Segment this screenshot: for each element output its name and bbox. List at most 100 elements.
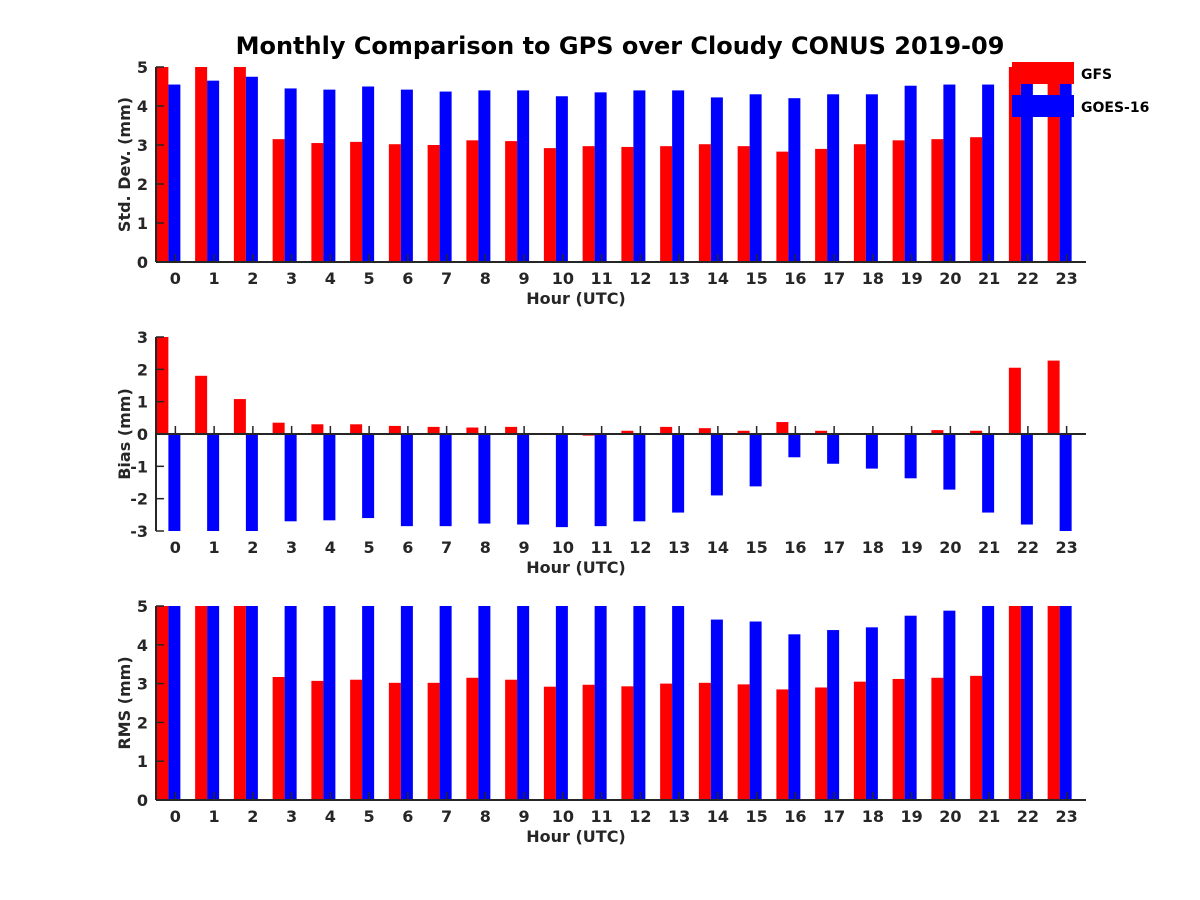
bar-goes-16-hour-9 [517, 606, 530, 800]
x-axis-label: Hour (UTC) [526, 289, 626, 308]
bar-gfs-hour-4 [311, 680, 324, 800]
bar-gfs-hour-16 [776, 151, 789, 262]
x-tick-label: 2 [247, 538, 258, 557]
bar-gfs-hour-21 [970, 430, 983, 434]
x-tick-label: 21 [978, 807, 1000, 826]
bar-gfs-hour-8 [466, 427, 479, 434]
bar-goes-16-hour-17 [827, 94, 840, 262]
chart-title: Monthly Comparison to GPS over Cloudy CO… [236, 32, 1005, 60]
bar-gfs-hour-3 [272, 677, 285, 800]
bar-goes-16-hour-3 [284, 88, 297, 262]
x-tick-label: 2 [247, 269, 258, 288]
y-tick-label: -2 [130, 490, 148, 509]
x-tick-label: 16 [784, 807, 806, 826]
bar-gfs-hour-22 [1008, 606, 1021, 800]
bar-gfs-hour-8 [466, 140, 479, 262]
x-tick-label: 19 [900, 538, 922, 557]
x-tick-label: 0 [170, 538, 181, 557]
bar-goes-16-hour-10 [555, 96, 568, 262]
bar-goes-16-hour-12 [633, 434, 646, 522]
bar-gfs-hour-6 [388, 682, 401, 800]
x-tick-label: 8 [480, 807, 491, 826]
bar-gfs-hour-17 [815, 430, 828, 434]
bar-goes-16-hour-6 [400, 89, 413, 263]
bar-goes-16-hour-16 [788, 98, 801, 262]
y-tick-label: 0 [137, 425, 148, 444]
x-tick-label: 9 [519, 807, 530, 826]
x-tick-label: 18 [862, 269, 884, 288]
bar-gfs-hour-22 [1008, 367, 1021, 434]
bar-goes-16-hour-20 [943, 84, 956, 262]
x-tick-label: 12 [629, 807, 651, 826]
y-tick-label: 2 [137, 175, 148, 194]
x-tick-label: 18 [862, 538, 884, 557]
x-tick-label: 7 [441, 538, 452, 557]
x-tick-label: 0 [170, 807, 181, 826]
bar-gfs-hour-14 [698, 144, 711, 262]
x-tick-label: 4 [325, 807, 336, 826]
x-tick-label: 6 [402, 807, 413, 826]
bar-gfs-hour-12 [621, 146, 634, 262]
y-axis-label: Bias (mm) [115, 388, 134, 480]
bar-goes-16-hour-18 [865, 94, 878, 262]
bar-goes-16-hour-1 [207, 434, 220, 531]
bar-goes-16-hour-15 [749, 434, 762, 487]
bar-goes-16-hour-14 [710, 619, 723, 800]
x-tick-label: 11 [590, 538, 612, 557]
bar-gfs-hour-9 [505, 141, 518, 262]
bar-gfs-hour-18 [853, 681, 866, 800]
legend-label: GOES-16 [1081, 100, 1149, 116]
bar-gfs-hour-5 [350, 679, 363, 800]
bar-goes-16-hour-22 [1020, 434, 1033, 525]
x-tick-label: 9 [519, 538, 530, 557]
bar-goes-16-hour-14 [710, 97, 723, 262]
bar-gfs-hour-16 [776, 422, 789, 434]
bar-goes-16-hour-9 [517, 90, 530, 263]
bar-goes-16-hour-13 [672, 606, 685, 800]
bar-goes-16-hour-8 [478, 90, 491, 263]
bar-goes-16-hour-0 [168, 434, 181, 531]
bar-goes-16-hour-19 [904, 615, 917, 800]
x-tick-label: 19 [900, 269, 922, 288]
bar-goes-16-hour-4 [323, 434, 336, 521]
bar-goes-16-hour-12 [633, 90, 646, 263]
x-tick-label: 13 [668, 807, 690, 826]
bar-gfs-hour-3 [272, 422, 285, 434]
y-axis-label: Std. Dev. (mm) [115, 97, 134, 232]
x-axis-label: Hour (UTC) [526, 558, 626, 577]
x-tick-label: 20 [939, 269, 961, 288]
x-tick-label: 1 [209, 269, 220, 288]
x-tick-label: 22 [1017, 269, 1039, 288]
x-tick-label: 7 [441, 269, 452, 288]
bar-gfs-hour-20 [931, 430, 944, 434]
y-tick-label: 4 [137, 636, 148, 655]
x-tick-label: 10 [552, 538, 574, 557]
x-tick-label: 20 [939, 538, 961, 557]
bar-goes-16-hour-15 [749, 94, 762, 262]
x-tick-label: 8 [480, 269, 491, 288]
bar-gfs-hour-16 [776, 689, 789, 800]
bar-gfs-hour-7 [427, 426, 440, 434]
bar-goes-16-hour-15 [749, 621, 762, 800]
x-tick-label: 9 [519, 269, 530, 288]
legend-swatch-goes-16 [1012, 95, 1074, 117]
bar-gfs-hour-21 [970, 137, 983, 262]
x-tick-label: 7 [441, 807, 452, 826]
bar-goes-16-hour-11 [594, 92, 607, 262]
bar-gfs-hour-7 [427, 682, 440, 800]
bar-gfs-hour-3 [272, 139, 285, 262]
bar-gfs-hour-13 [660, 426, 673, 434]
bar-gfs-hour-9 [505, 426, 518, 434]
bar-gfs-hour-2 [233, 67, 246, 262]
bar-gfs-hour-0 [156, 337, 169, 434]
bar-gfs-hour-17 [815, 148, 828, 262]
bar-goes-16-hour-2 [245, 606, 258, 800]
bar-gfs-hour-20 [931, 139, 944, 262]
y-tick-label: -1 [130, 457, 148, 476]
x-tick-label: 4 [325, 538, 336, 557]
x-tick-label: 14 [707, 538, 729, 557]
bar-goes-16-hour-20 [943, 434, 956, 490]
legend-swatch-gfs [1012, 62, 1074, 84]
bar-goes-16-hour-2 [245, 76, 258, 262]
